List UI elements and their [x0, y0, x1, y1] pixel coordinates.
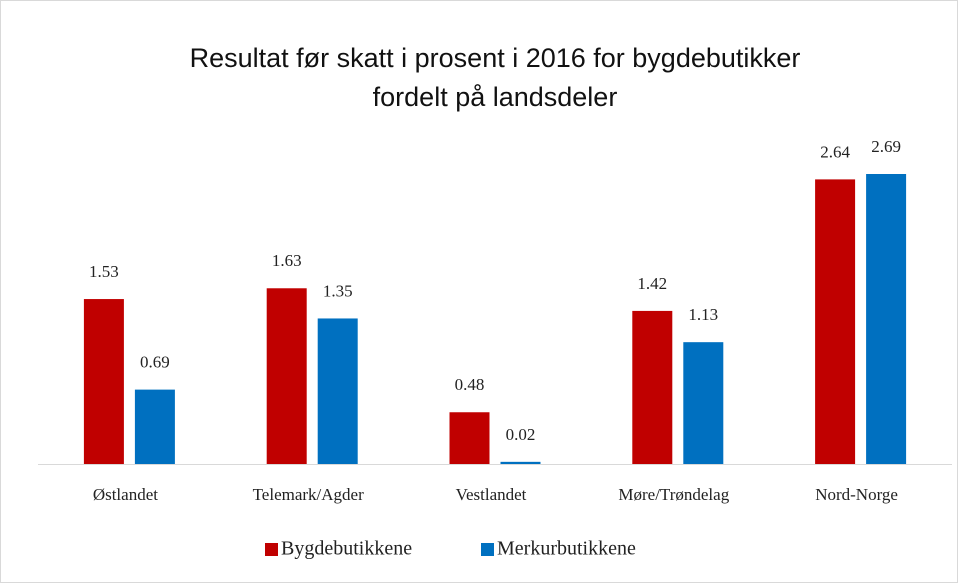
bar: [500, 461, 541, 464]
data-label: 2.69: [871, 137, 901, 156]
bar: [83, 299, 124, 464]
bar: [317, 318, 358, 464]
bar: [266, 288, 307, 464]
bar: [815, 179, 856, 465]
data-label: 1.35: [323, 281, 353, 300]
data-label: 2.64: [820, 142, 850, 161]
chart-title: Resultat før skatt i prosent i 2016 for …: [190, 43, 801, 73]
x-tick-label: Telemark/Agder: [253, 485, 364, 504]
legend-label: Merkurbutikkene: [497, 538, 636, 560]
data-label: 1.53: [89, 262, 119, 281]
x-tick-label: Nord-Norge: [815, 485, 898, 504]
data-label: 0.69: [140, 353, 170, 372]
legend-label: Bygdebutikkene: [281, 538, 412, 560]
bar: [134, 389, 175, 464]
bar: [449, 412, 490, 464]
legend-swatch: [481, 543, 494, 556]
data-label: 1.63: [272, 251, 302, 270]
data-label: 1.13: [688, 305, 718, 324]
legend-swatch: [265, 543, 278, 556]
data-label: 0.48: [455, 375, 485, 394]
x-tick-label: Møre/Trøndelag: [618, 485, 729, 504]
bar: [632, 310, 673, 464]
data-label: 0.02: [506, 425, 536, 444]
x-tick-label: Østlandet: [93, 485, 158, 504]
chart-title: fordelt på landsdeler: [373, 82, 618, 112]
bar: [866, 174, 907, 464]
bar: [683, 342, 724, 464]
data-label: 1.42: [637, 274, 667, 293]
x-tick-label: Vestlandet: [456, 485, 527, 504]
